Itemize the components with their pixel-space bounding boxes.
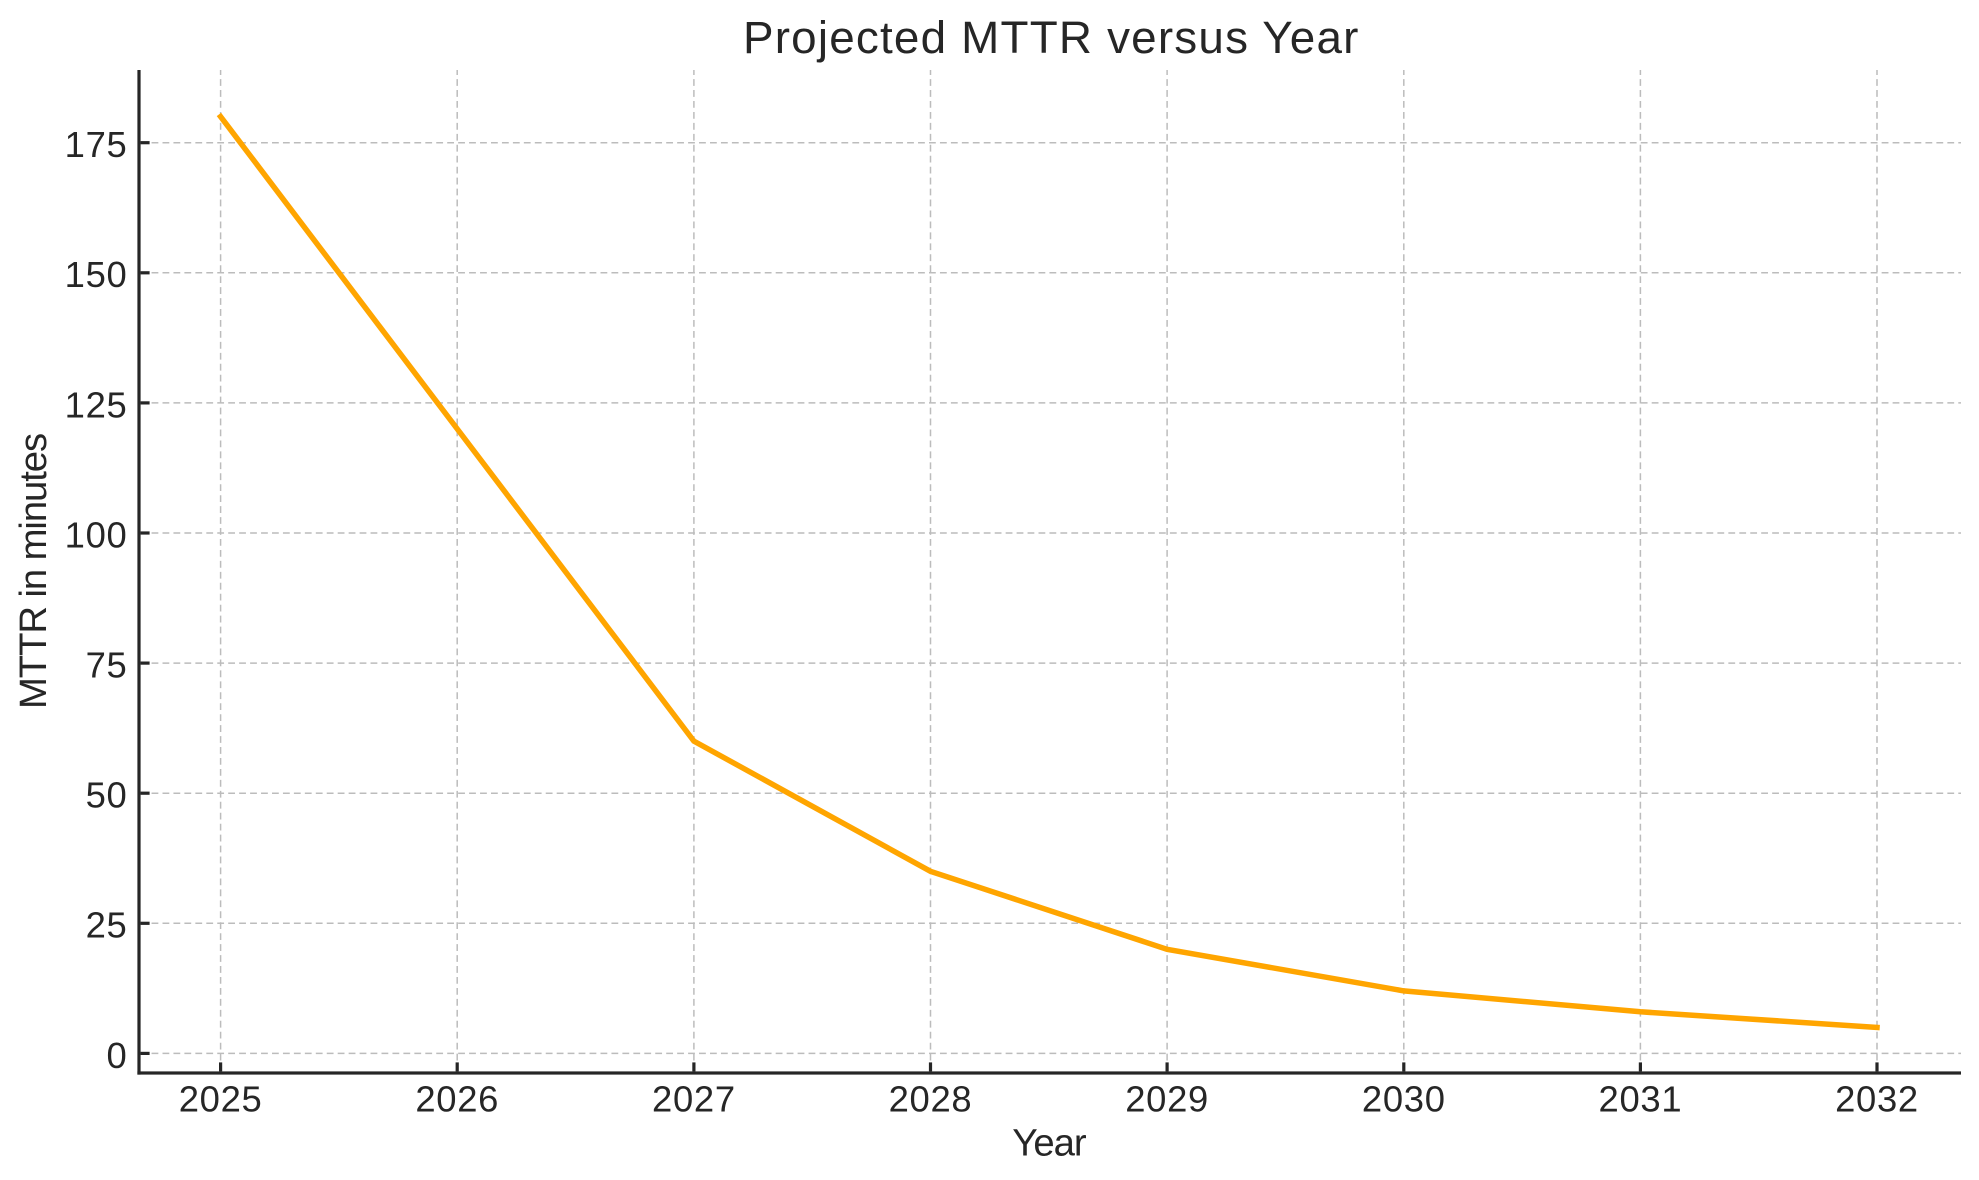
svg-text:MTTR in minutes: MTTR in minutes (12, 434, 55, 709)
svg-text:Year: Year (1012, 1122, 1087, 1165)
svg-text:100: 100 (65, 514, 128, 555)
svg-text:0: 0 (107, 1035, 128, 1076)
svg-text:150: 150 (65, 254, 128, 295)
svg-text:75: 75 (86, 645, 128, 686)
svg-text:2028: 2028 (889, 1079, 973, 1120)
svg-text:2031: 2031 (1599, 1079, 1683, 1120)
svg-text:Projected MTTR versus Year: Projected MTTR versus Year (743, 12, 1360, 63)
svg-text:2032: 2032 (1835, 1079, 1919, 1120)
svg-text:2026: 2026 (415, 1079, 499, 1120)
svg-text:2025: 2025 (179, 1079, 263, 1120)
svg-text:2030: 2030 (1362, 1079, 1446, 1120)
svg-text:50: 50 (86, 775, 128, 816)
svg-text:25: 25 (86, 905, 128, 946)
svg-text:2029: 2029 (1125, 1079, 1209, 1120)
svg-text:175: 175 (65, 124, 128, 165)
svg-text:125: 125 (65, 384, 128, 425)
svg-text:2027: 2027 (652, 1079, 736, 1120)
